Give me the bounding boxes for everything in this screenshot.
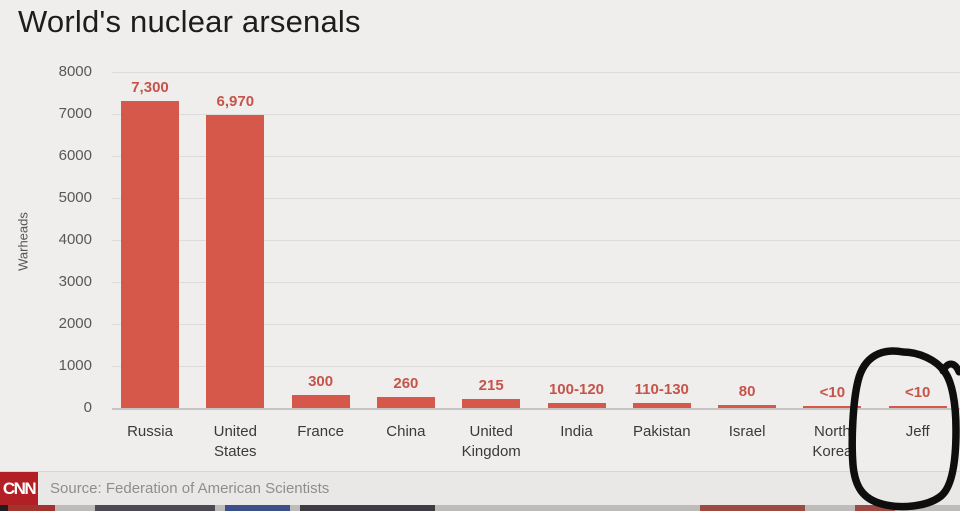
ticker-segment bbox=[855, 505, 895, 511]
ticker-segment bbox=[0, 505, 8, 511]
value-label-united-states: 6,970 bbox=[216, 93, 255, 111]
y-tick-label: 2000 bbox=[58, 315, 92, 332]
ticker-segment bbox=[95, 505, 215, 511]
bar-china bbox=[376, 397, 435, 408]
y-tick-label: 7000 bbox=[58, 105, 92, 122]
value-label-pakistan: 110-130 bbox=[634, 380, 689, 398]
ticker-segment bbox=[700, 505, 805, 511]
bar-france bbox=[291, 395, 350, 408]
y-tick-label: 3000 bbox=[58, 273, 92, 290]
value-label-india: 100-120 bbox=[548, 381, 605, 399]
y-tick-label: 8000 bbox=[58, 63, 92, 80]
value-label-russia: 7,300 bbox=[131, 79, 169, 97]
gridline bbox=[112, 324, 960, 325]
category-label-israel: Israel bbox=[728, 423, 766, 440]
y-tick-label: 4000 bbox=[58, 231, 92, 248]
category-label-united-states: United States bbox=[213, 423, 257, 460]
source-attribution: Source: Federation of American Scientist… bbox=[50, 480, 330, 497]
gridline bbox=[112, 282, 960, 283]
gridline bbox=[112, 408, 960, 410]
category-label-north-korea: North Korea bbox=[812, 423, 853, 460]
category-label-france: France bbox=[297, 423, 344, 440]
cnn-logo: CNN bbox=[0, 472, 38, 505]
bar-israel bbox=[718, 404, 777, 408]
ticker-segment bbox=[8, 505, 55, 511]
gridline bbox=[112, 198, 960, 199]
gridline bbox=[112, 114, 960, 115]
value-label-israel: 80 bbox=[738, 382, 756, 400]
y-tick-label: 0 bbox=[83, 399, 92, 416]
footer-bar: CNN Source: Federation of American Scien… bbox=[0, 471, 960, 505]
bar-north-korea bbox=[803, 405, 862, 408]
value-label-jeff: <10 bbox=[904, 383, 931, 401]
ticker-segment bbox=[300, 505, 435, 511]
gridline bbox=[112, 366, 960, 367]
bar-united-states bbox=[206, 115, 265, 408]
bar-united-kingdom bbox=[462, 398, 521, 408]
y-tick-label: 5000 bbox=[58, 189, 92, 206]
category-label-china: China bbox=[386, 423, 426, 440]
y-tick-label: 6000 bbox=[58, 147, 92, 164]
value-label-france: 300 bbox=[308, 373, 334, 391]
gridline bbox=[112, 72, 960, 73]
bar-russia bbox=[121, 101, 179, 408]
value-label-china: 260 bbox=[393, 375, 419, 393]
category-label-united-kingdom: United Kingdom bbox=[461, 423, 521, 460]
bar-jeff bbox=[888, 405, 947, 408]
category-label-jeff: Jeff bbox=[905, 423, 930, 440]
gridline bbox=[112, 156, 960, 157]
value-label-north-korea: <10 bbox=[819, 383, 846, 401]
ticker-strip bbox=[0, 505, 960, 511]
bar-pakistan bbox=[632, 402, 691, 408]
ticker-segment bbox=[225, 505, 290, 511]
y-tick-label: 1000 bbox=[58, 357, 92, 374]
gridline bbox=[112, 240, 960, 241]
chart-title: World's nuclear arsenals bbox=[18, 4, 361, 39]
value-label-united-kingdom: 215 bbox=[478, 376, 504, 394]
category-label-pakistan: Pakistan bbox=[633, 423, 691, 440]
y-axis-tick-labels: 8000 7000 6000 5000 4000 3000 2000 1000 0 bbox=[0, 63, 102, 416]
category-label-india: India bbox=[560, 423, 593, 440]
bar-india bbox=[547, 403, 606, 408]
plot-area: 7,300 Russia 6,970 United States 300 France 26… bbox=[112, 72, 960, 460]
category-label-russia: Russia bbox=[127, 423, 173, 440]
